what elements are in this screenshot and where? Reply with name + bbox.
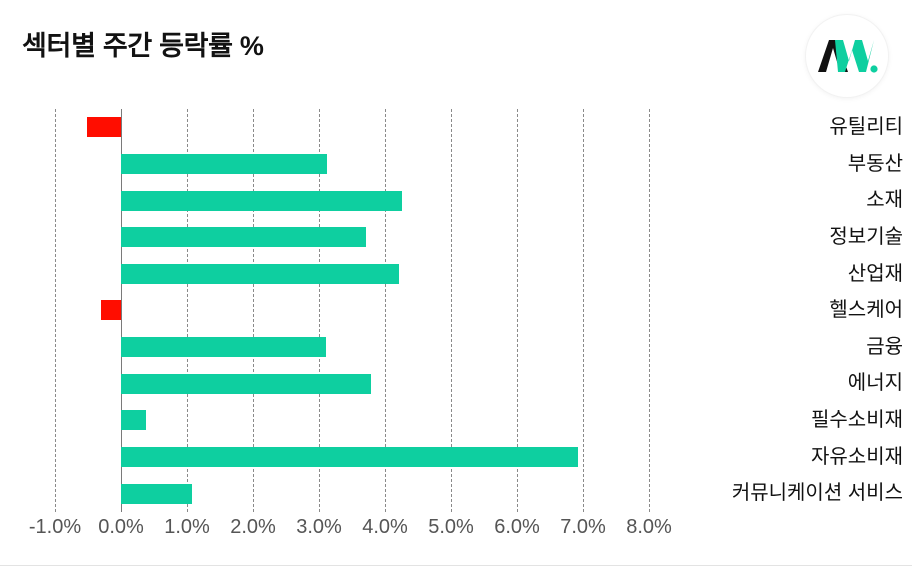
bar[interactable]: [121, 227, 366, 248]
bar[interactable]: [121, 447, 578, 468]
aw-logo: [806, 15, 888, 97]
category-label: 정보기술: [829, 225, 903, 248]
bar[interactable]: [121, 263, 399, 284]
bar[interactable]: [121, 373, 372, 394]
x-tick-label: 0.0%: [98, 516, 144, 538]
category-label: 소재: [866, 189, 903, 212]
bar-row: [55, 146, 649, 183]
category-label: 유틸리티: [829, 116, 903, 138]
page-title: 섹터별 주간 등락률 %: [22, 31, 264, 61]
bar-row: [55, 329, 649, 366]
bar[interactable]: [121, 337, 327, 358]
bar[interactable]: [121, 153, 327, 174]
bottom-divider: [0, 565, 912, 566]
logo-letter-w: [835, 40, 874, 72]
category-label: 커뮤니케이션 서비스: [731, 482, 903, 505]
bar[interactable]: [101, 300, 121, 321]
bar-row: [55, 256, 649, 293]
bar[interactable]: [121, 410, 147, 431]
category-label: 헬스케어: [829, 299, 903, 322]
gridline-9: [649, 109, 650, 512]
x-tick-label: 7.0%: [560, 516, 606, 538]
bar[interactable]: [121, 483, 193, 504]
x-tick-label: 5.0%: [428, 516, 474, 538]
bar[interactable]: [86, 117, 121, 138]
bar-row: [55, 219, 649, 256]
category-label: 금융: [866, 335, 903, 358]
category-label: 에너지: [847, 372, 903, 395]
bar-series: [55, 109, 649, 512]
category-label: 자유소비재: [811, 445, 903, 468]
x-tick-label: 2.0%: [230, 516, 276, 538]
x-tick-label: 3.0%: [296, 516, 342, 538]
zero-axis-line: [121, 109, 122, 512]
x-axis: -1.0% 0.0% 1.0% 2.0% 3.0% 4.0% 5.0% 6.0% 7.0% 8.0…: [29, 516, 672, 546]
gridline-7: [517, 109, 518, 512]
bar-row: [55, 402, 649, 439]
category-label: 산업재: [847, 262, 903, 285]
x-tick-label: 4.0%: [362, 516, 408, 538]
gridline-2: [187, 109, 188, 512]
chart-plot-area: [55, 109, 650, 512]
x-tick-label: 6.0%: [494, 516, 540, 538]
bar-row: [55, 475, 649, 512]
gridline-5: [385, 109, 386, 512]
x-tick-label: -1.0%: [28, 516, 82, 538]
bar[interactable]: [121, 190, 403, 211]
category-label: 부동산: [847, 152, 903, 175]
bar-row: [55, 365, 649, 402]
gridline-6: [451, 109, 452, 512]
bar-row: [55, 439, 649, 476]
gridline-0: [55, 109, 56, 512]
gridline-4: [319, 109, 320, 512]
category-label: 필수소비재: [811, 409, 903, 432]
gridline-8: [583, 109, 584, 512]
gridline-3: [253, 109, 254, 512]
x-tick-label: 1.0%: [164, 516, 210, 538]
bar-row: [55, 292, 649, 329]
bar-row: [55, 109, 649, 146]
bar-row: [55, 182, 649, 219]
logo-dot: [870, 65, 878, 73]
x-tick-label: 8.0%: [626, 516, 672, 538]
